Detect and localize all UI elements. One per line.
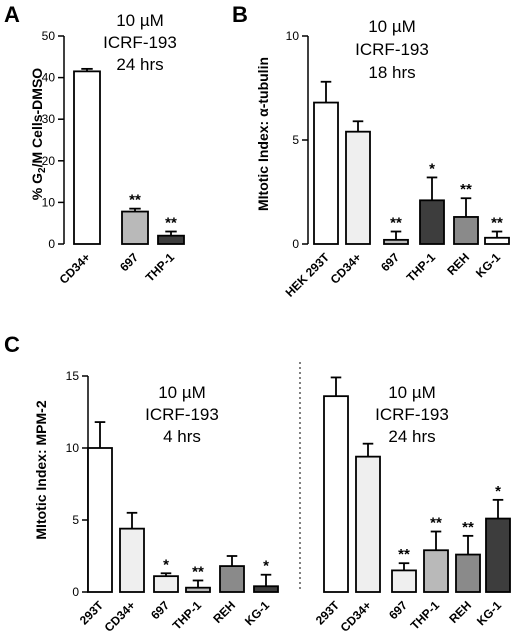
panel-a-condition-3: 24 hrs <box>116 55 163 74</box>
panel-c-right-category-label: KG-1 <box>474 598 504 628</box>
panel-b-significance: ** <box>460 181 472 198</box>
panel-c-left-bar <box>253 585 279 593</box>
panel-letter-b: B <box>232 2 248 27</box>
panel-c-left-bar <box>87 447 113 593</box>
panel-c-right-significance: * <box>495 483 501 500</box>
panel-c-right-category-label: CD34+ <box>338 598 375 635</box>
panel-b-bar <box>419 199 445 245</box>
panel-a-y-tick-label: 30 <box>42 112 56 126</box>
panel-c-y-tick-label: 15 <box>66 369 80 383</box>
panel-c-left-significance: * <box>163 556 169 573</box>
panel-c-right-significance: ** <box>398 546 410 563</box>
panel-c-right-bar <box>485 517 511 593</box>
panel-a-condition-1: 10 µM <box>116 11 164 30</box>
panel-b-y-tick-label: 0 <box>292 237 299 251</box>
panel-b-significance: ** <box>491 215 503 232</box>
panel-b-bar <box>453 216 479 245</box>
panel-c-left-bar <box>153 575 179 593</box>
panel-c-left-category-label: KG-1 <box>242 598 272 628</box>
panel-a-y-tick-label: 10 <box>42 195 56 209</box>
panel-c-right-significance: ** <box>462 519 474 536</box>
panel-a-category-label: THP-1 <box>143 250 178 285</box>
panel-c-left-significance: * <box>263 558 269 575</box>
panel-a-bar <box>157 234 185 245</box>
panel-b-bar <box>484 236 510 245</box>
panel-c-left-condition-3: 4 hrs <box>163 427 201 446</box>
panel-a-condition-2: ICRF-193 <box>103 33 177 52</box>
panel-b-category-label: REH <box>444 250 472 278</box>
panel-c-left-category-label: CD34+ <box>102 598 139 635</box>
panel-b-bar <box>345 130 371 245</box>
panel-a-bar <box>121 210 149 245</box>
panel-c-y-tick-label: 0 <box>72 585 79 599</box>
panel-c-right-condition-1: 10 µM <box>388 383 436 402</box>
panel-b-condition-3: 18 hrs <box>368 63 415 82</box>
panel-c-left-bar <box>185 586 211 593</box>
panel-c-left-category-label: 697 <box>148 598 172 622</box>
panel-c-right-significance: ** <box>430 515 442 532</box>
panel-b-category-label: THP-1 <box>404 250 439 285</box>
panel-c-left-condition-1: 10 µM <box>158 383 206 402</box>
panel-c-ylabel: MItotic Index: MPM-2 <box>33 400 49 539</box>
panel-b-significance: * <box>429 160 435 177</box>
panel-a-significance: ** <box>129 192 141 209</box>
panel-a-y-tick-label: 50 <box>42 29 56 43</box>
panel-c-right-bar <box>455 553 481 593</box>
panel-c-left-bar <box>219 565 245 593</box>
panel-c-right-bar <box>391 569 417 593</box>
panel-a-y-tick-label: 0 <box>48 237 55 251</box>
panel-b-condition-2: ICRF-193 <box>355 40 429 59</box>
panel-a-category-label: CD34+ <box>57 250 94 287</box>
panel-b-category-label: HEK 293T <box>283 250 333 300</box>
panel-b-bar <box>383 238 409 245</box>
panel-letter-a: A <box>4 2 20 27</box>
panel-letter-c: C <box>4 332 20 357</box>
panel-b-significance: ** <box>390 215 402 232</box>
panel-a-ylabel: % G2/M Cells-DMSO <box>29 68 48 200</box>
panel-c-right-condition-2: ICRF-193 <box>375 405 449 424</box>
panel-b-ylabel: MItotic Index: α-tubulin <box>255 57 271 211</box>
panel-c-y-tick-label: 5 <box>72 513 79 527</box>
panel-c-left-significance: ** <box>192 563 204 580</box>
panel-c-left-category-label: REH <box>210 598 238 626</box>
panel-b-condition-1: 10 µM <box>368 17 416 36</box>
panel-a-category-label: 697 <box>117 250 141 274</box>
panel-b-category-label: 697 <box>378 250 402 274</box>
panel-a-y-tick-label: 20 <box>42 154 56 168</box>
panel-c-right-bar <box>355 455 381 593</box>
panel-c-right-category-label: REH <box>446 598 474 626</box>
panel-c-right-category-label: THP-1 <box>408 598 443 633</box>
panel-b-y-tick-label: 5 <box>292 133 299 147</box>
panel-a-significance: ** <box>165 215 177 232</box>
panel-c-y-tick-label: 10 <box>66 441 80 455</box>
panel-b-category-label: KG-1 <box>473 250 503 280</box>
panel-c-left-bar <box>119 527 145 593</box>
panel-c-right-bar <box>323 395 349 593</box>
panel-b-y-tick-label: 10 <box>286 29 300 43</box>
panel-c-right-bar <box>423 549 449 593</box>
panel-b-category-label: CD34+ <box>328 250 365 287</box>
panel-c-right-condition-3: 24 hrs <box>388 427 435 446</box>
panel-c-right-category-label: 697 <box>386 598 410 622</box>
panel-a-bar <box>73 70 101 245</box>
panel-c-left-category-label: THP-1 <box>170 598 205 633</box>
panel-a-y-tick-label: 40 <box>42 71 56 85</box>
panel-c-left-condition-2: ICRF-193 <box>145 405 219 424</box>
panel-b-bar <box>313 101 339 245</box>
